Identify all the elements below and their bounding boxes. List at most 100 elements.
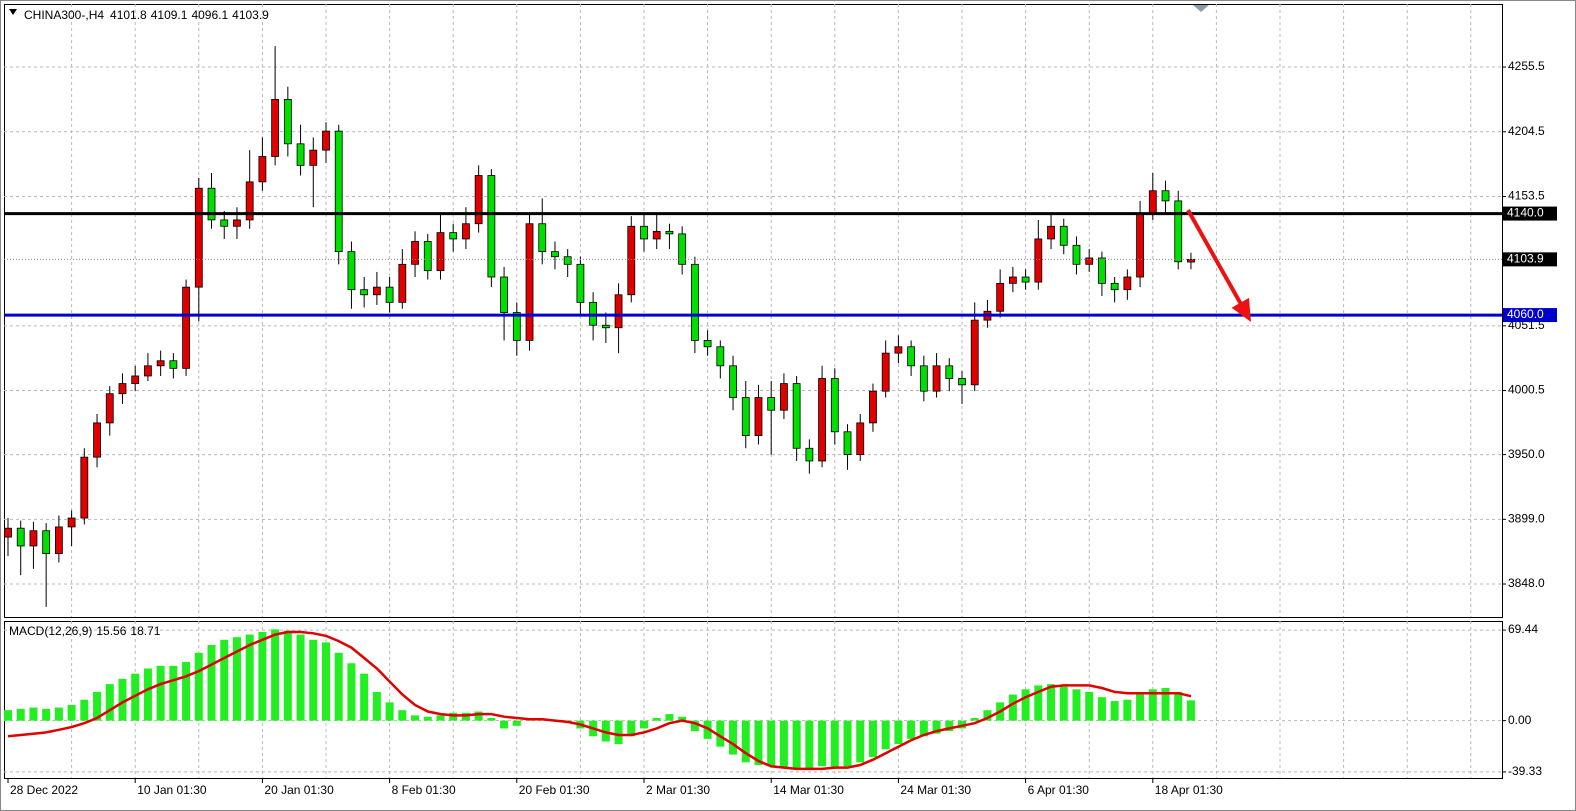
macd-bar bbox=[690, 720, 699, 732]
candle-body bbox=[652, 230, 661, 240]
candle-body bbox=[1098, 257, 1106, 284]
y-tick-label: 0.00 bbox=[1508, 713, 1532, 727]
macd-bar bbox=[474, 711, 483, 721]
last-price-label: 4103.9 bbox=[1507, 252, 1544, 266]
macd-bar bbox=[1021, 689, 1030, 721]
candle-body bbox=[1187, 258, 1195, 263]
candle-body bbox=[919, 365, 928, 392]
macd-bar bbox=[487, 718, 496, 721]
ohlc-high: 4109.1 bbox=[151, 8, 188, 22]
candle-body bbox=[131, 375, 140, 384]
main-panel bbox=[4, 4, 1503, 618]
macd-bar bbox=[372, 691, 381, 721]
macd-bar bbox=[818, 720, 827, 767]
candle-body bbox=[907, 346, 916, 367]
macd-bar bbox=[779, 720, 788, 768]
macd-bar bbox=[1085, 691, 1094, 721]
macd-bar bbox=[245, 634, 254, 721]
candle-body bbox=[80, 456, 89, 519]
macd-bar bbox=[792, 720, 801, 769]
macd-bar bbox=[398, 710, 407, 721]
x-tick-label: 8 Feb 01:30 bbox=[392, 783, 456, 797]
forecast-arrow bbox=[1186, 209, 1251, 322]
macd-bar bbox=[169, 665, 178, 721]
y-tick-label: 3950.0 bbox=[1508, 447, 1545, 461]
macd-bar bbox=[754, 720, 763, 765]
candle-body bbox=[462, 223, 470, 240]
candle-body bbox=[487, 175, 496, 278]
macd-bar bbox=[207, 644, 216, 721]
candle-body bbox=[372, 286, 381, 296]
candle-body bbox=[792, 383, 801, 449]
macd-bar bbox=[1123, 699, 1132, 721]
candle-body bbox=[283, 99, 292, 145]
candle-body bbox=[144, 365, 152, 377]
candle-body bbox=[512, 312, 521, 341]
candle-body bbox=[423, 241, 432, 272]
macd-bar bbox=[4, 710, 12, 721]
macd-bar bbox=[232, 637, 241, 721]
x-tick-label: 24 Mar 01:30 bbox=[900, 783, 971, 797]
macd-title: MACD(12,26,9) 15.56 18.71 bbox=[9, 624, 161, 638]
y-tick-label: 3848.0 bbox=[1508, 576, 1545, 590]
arrow-shaft bbox=[1186, 209, 1244, 307]
ohlc-open: 4101.8 bbox=[110, 8, 147, 22]
macd-bar bbox=[843, 720, 852, 767]
macd-bar bbox=[919, 720, 928, 737]
macd-bar bbox=[258, 631, 267, 721]
signal-line bbox=[7, 630, 1192, 771]
candle-body bbox=[258, 156, 267, 183]
y-tick-label: 4153.5 bbox=[1508, 189, 1545, 203]
macd-bar bbox=[512, 720, 521, 726]
macd-bar bbox=[411, 715, 420, 721]
candle-body bbox=[271, 99, 280, 157]
candle-body bbox=[1110, 282, 1119, 291]
candle-body bbox=[843, 431, 852, 456]
candle-body bbox=[576, 263, 585, 303]
macd-bar bbox=[652, 718, 661, 721]
macd-bar bbox=[54, 707, 63, 721]
macd-bar bbox=[805, 720, 814, 771]
macd-bar bbox=[80, 699, 89, 721]
candle-body bbox=[1047, 225, 1055, 240]
macd-bar bbox=[678, 716, 687, 721]
candle-body bbox=[780, 383, 788, 411]
candle-body bbox=[1008, 276, 1017, 284]
candle-body bbox=[347, 251, 356, 291]
candle-body bbox=[932, 365, 941, 392]
macd-bar bbox=[1097, 697, 1106, 721]
candle-body bbox=[996, 282, 1005, 312]
macd-bar bbox=[449, 712, 458, 721]
macd-bar bbox=[461, 712, 470, 721]
macd-bar bbox=[856, 720, 865, 763]
candle-body bbox=[296, 143, 305, 166]
macd-bar bbox=[105, 684, 114, 721]
symbol: CHINA300-,H4 bbox=[24, 8, 104, 22]
macd-bar bbox=[729, 720, 738, 755]
candle-body bbox=[309, 149, 318, 166]
candle-body bbox=[894, 346, 903, 354]
candle-body bbox=[1148, 190, 1157, 214]
candle-body bbox=[678, 233, 687, 265]
x-tick-label: 20 Feb 01:30 bbox=[519, 783, 590, 797]
macd-bar bbox=[1034, 685, 1043, 721]
macd-bar bbox=[983, 710, 992, 721]
ohlc-close: 4103.9 bbox=[232, 8, 269, 22]
macd-bar bbox=[296, 634, 305, 721]
macd-bar bbox=[945, 720, 954, 732]
macd-bar bbox=[1072, 689, 1081, 721]
candle-body bbox=[360, 289, 369, 296]
macd-bar bbox=[347, 663, 356, 721]
macd-bar bbox=[614, 720, 623, 745]
ohlc-low: 4096.1 bbox=[191, 8, 228, 22]
macd-bar bbox=[220, 639, 229, 721]
candle-body bbox=[767, 397, 776, 411]
macd-bar bbox=[67, 704, 76, 721]
candle-body bbox=[869, 390, 877, 424]
candle-body bbox=[93, 422, 101, 458]
x-tick-label: 14 Mar 01:30 bbox=[773, 783, 844, 797]
x-tick-label: 10 Jan 01:30 bbox=[137, 783, 207, 797]
macd-bar bbox=[334, 652, 343, 721]
macd-bar bbox=[360, 673, 369, 721]
